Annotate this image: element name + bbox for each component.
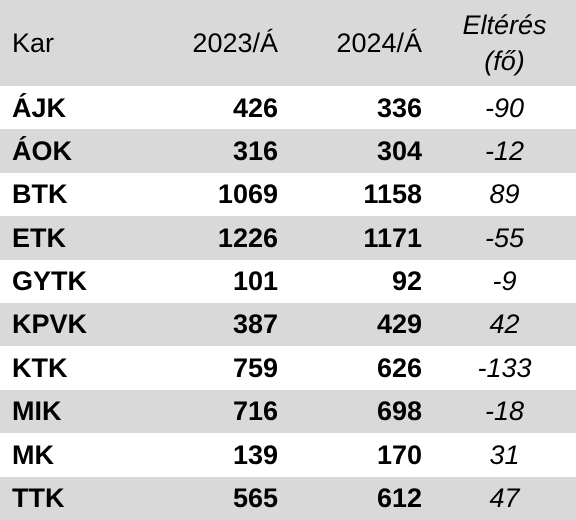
row-difference: -9 bbox=[492, 266, 517, 297]
row-2024: 170 bbox=[376, 439, 422, 470]
row-2024: 304 bbox=[289, 129, 433, 173]
row-2024: 92 bbox=[391, 266, 422, 297]
row-kar: GYTK bbox=[12, 266, 88, 297]
row-2023: 1226 bbox=[147, 216, 289, 260]
row-difference: 42 bbox=[433, 302, 576, 347]
row-2024: 612 bbox=[289, 476, 433, 520]
header-difference-line1: Eltérés bbox=[462, 9, 547, 40]
row-kar: ETK bbox=[0, 216, 147, 260]
row-difference: -12 bbox=[433, 129, 576, 173]
header-2023: 2023/Á bbox=[147, 0, 289, 86]
row-kar: ÁOK bbox=[0, 129, 147, 173]
table-row: MK 139 170 31 bbox=[0, 433, 576, 476]
row-difference: -18 bbox=[433, 389, 576, 434]
row-difference: 89 bbox=[489, 179, 520, 210]
row-kar: KTK bbox=[12, 352, 68, 383]
row-2023: 387 bbox=[147, 302, 289, 347]
row-2024: 626 bbox=[376, 352, 422, 383]
row-2023: 316 bbox=[147, 129, 289, 173]
row-difference: -133 bbox=[477, 352, 532, 383]
header-difference-line2: (fő) bbox=[484, 46, 525, 76]
row-difference: 31 bbox=[489, 439, 520, 470]
header-kar: Kar bbox=[0, 0, 147, 86]
row-2024: 429 bbox=[289, 302, 433, 347]
row-kar: BTK bbox=[12, 179, 68, 210]
table-row: TTK 565 612 47 bbox=[0, 476, 576, 520]
table-header-row: Kar 2023/Á 2024/Á Eltérés (fő) bbox=[0, 0, 576, 86]
row-kar: MK bbox=[12, 439, 54, 470]
row-2024: 336 bbox=[376, 92, 422, 123]
header-difference: Eltérés (fő) bbox=[433, 0, 576, 86]
row-kar: ÁJK bbox=[12, 92, 67, 123]
table-row: ÁJK 426 336 -90 bbox=[0, 86, 576, 129]
table-body: ÁJK 426 336 -90 ÁOK 316 304 -12 BTK 1069 1158 89 ETK… bbox=[0, 86, 576, 520]
table-row: ETK 1226 1171 -55 bbox=[0, 216, 576, 260]
table-row: KTK 759 626 -133 bbox=[0, 346, 576, 389]
row-2023: 759 bbox=[232, 352, 278, 383]
row-2023: 426 bbox=[232, 92, 278, 123]
row-kar: KPVK bbox=[0, 302, 147, 347]
table-row: KPVK 387 429 42 bbox=[0, 302, 576, 347]
table-row: ÁOK 316 304 -12 bbox=[0, 129, 576, 173]
row-kar: MIK bbox=[0, 389, 147, 434]
row-2024: 698 bbox=[289, 389, 433, 434]
row-2024: 1171 bbox=[289, 216, 433, 260]
row-kar: TTK bbox=[0, 476, 147, 520]
row-difference: -90 bbox=[484, 92, 525, 123]
row-2023: 716 bbox=[147, 389, 289, 434]
table-row: BTK 1069 1158 89 bbox=[0, 173, 576, 216]
row-2023: 139 bbox=[232, 439, 278, 470]
table-row: GYTK 101 92 -9 bbox=[0, 260, 576, 303]
table-row: MIK 716 698 -18 bbox=[0, 389, 576, 434]
header-2024: 2024/Á bbox=[289, 0, 433, 86]
row-difference: -55 bbox=[433, 216, 576, 260]
row-2023: 565 bbox=[147, 476, 289, 520]
row-2023: 1069 bbox=[217, 179, 278, 210]
row-2024: 1158 bbox=[363, 179, 422, 210]
row-2023: 101 bbox=[232, 266, 278, 297]
row-difference: 47 bbox=[433, 476, 576, 520]
